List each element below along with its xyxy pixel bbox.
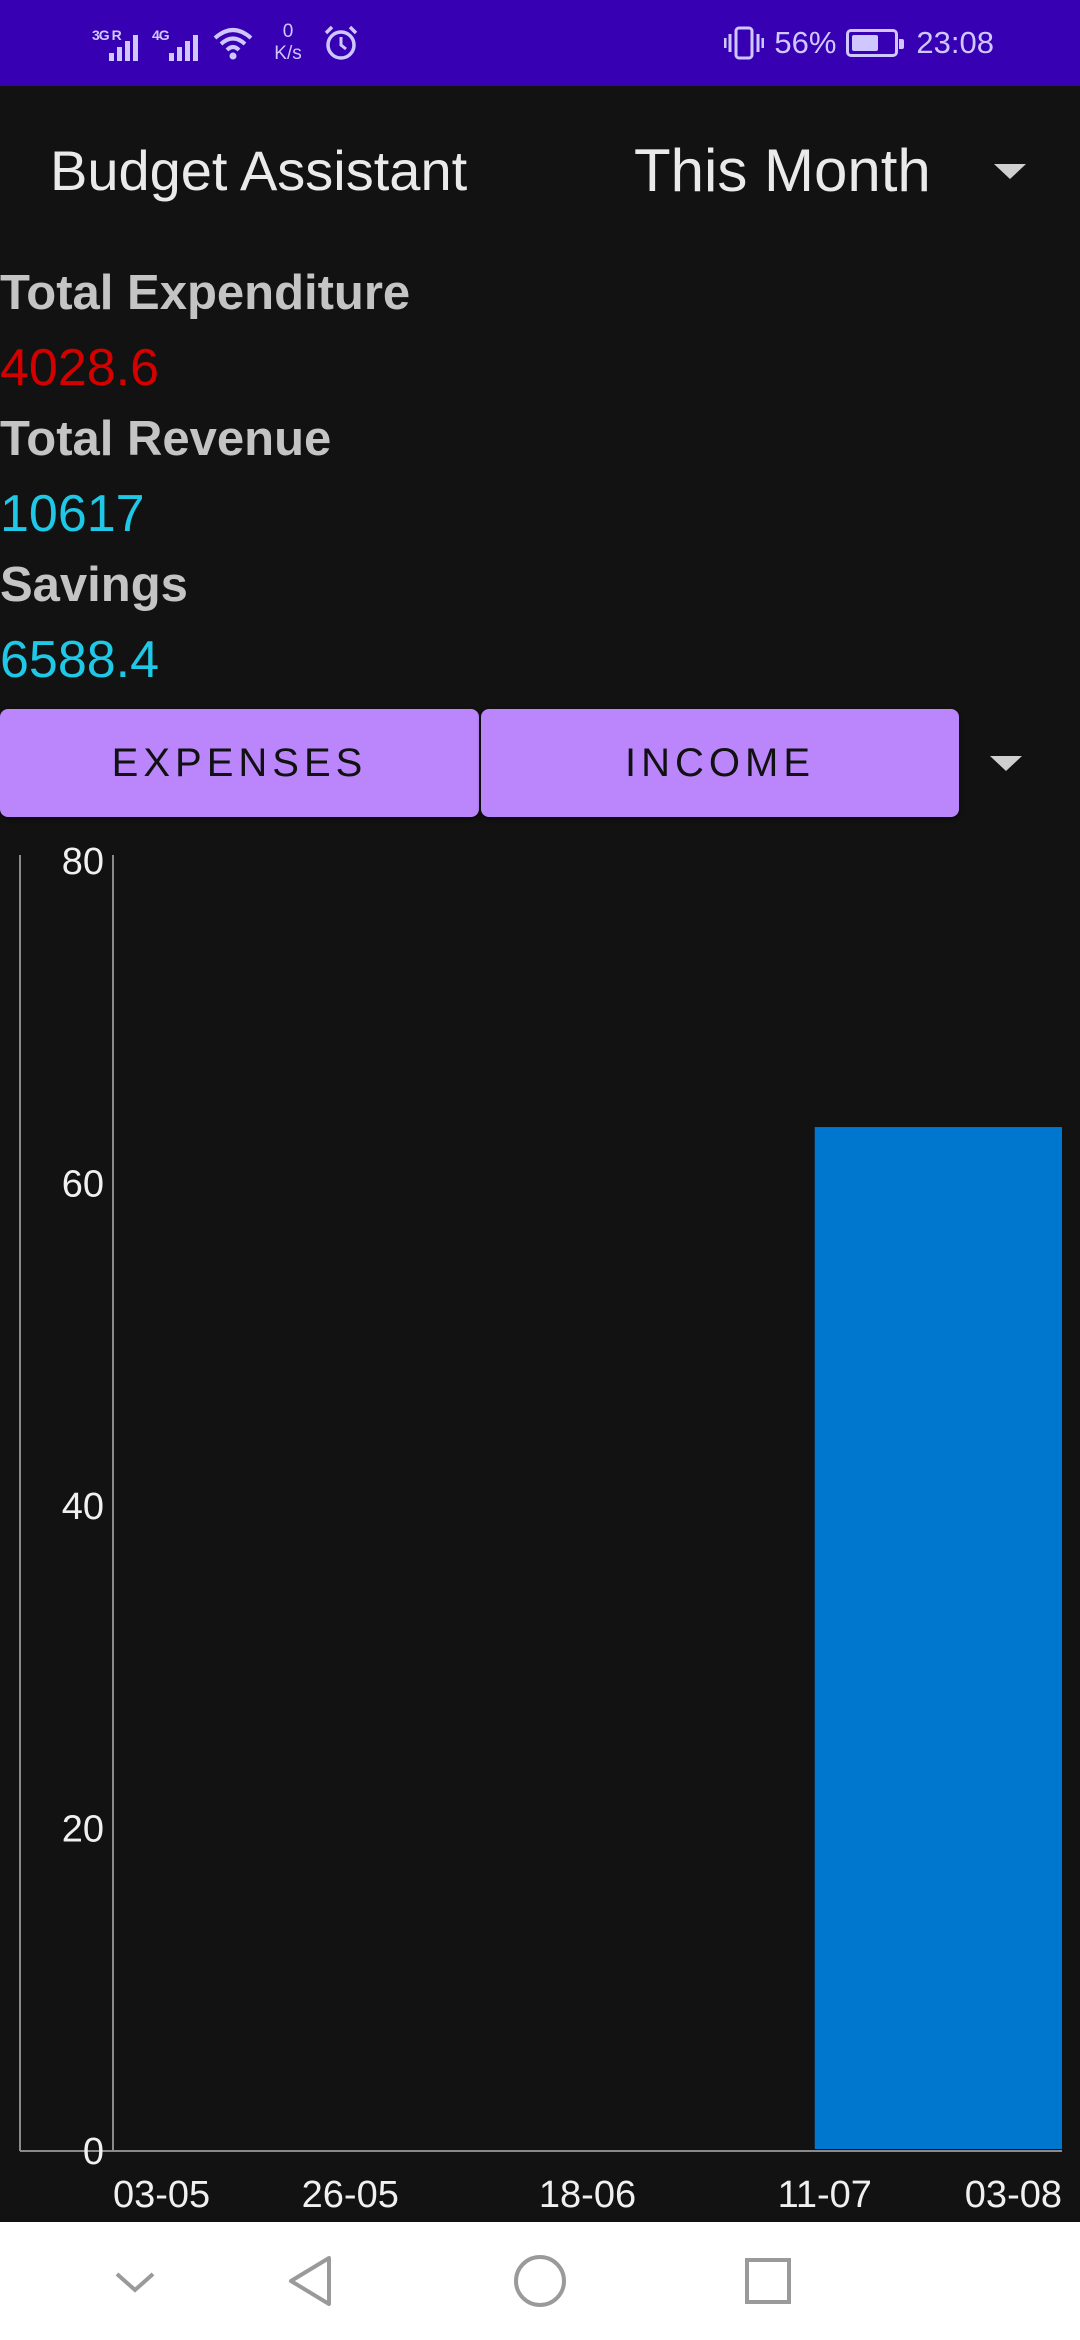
y-tick-label: 0 [83,2131,104,2173]
period-selected-value: This Month [634,136,931,204]
x-tick-label: 18-06 [539,2174,636,2216]
period-dropdown-caret-icon [994,164,1026,179]
network-speed: 0 K/s [268,21,308,65]
x-tick-label: 11-07 [778,2174,872,2216]
battery-icon [846,29,905,57]
recents-square-icon [745,2258,791,2304]
savings-value: 6588.4 [0,631,160,689]
total-revenue-value: 10617 [0,485,145,543]
clock-time: 23:08 [916,25,994,60]
income-bar-chart: 0 20 40 60 80 03-05 26-05 18-06 11-07 03-08 [19,841,1062,2216]
x-tick-label: 03-05 [113,2174,210,2216]
x-tick-label: 26-05 [302,2174,399,2216]
sim2-signal-icon: 4G [152,23,198,63]
network-speed-unit: K/s [274,43,302,64]
y-tick-label: 60 [62,1164,104,1206]
status-bar: 3G R 4G 0 K/s 56% 2 [0,0,1080,86]
y-tick-label: 80 [62,841,104,883]
expenses-tab-button[interactable]: EXPENSES [0,709,479,817]
nav-recents-button[interactable] [723,2222,813,2340]
savings-label: Savings [0,558,188,612]
alarm-icon [324,25,358,60]
battery-percent: 56% [774,25,837,60]
sim1-network-tag: 3G R [92,27,122,43]
battery-level-fill [852,35,879,51]
status-left-group: 3G R 4G 0 K/s [92,18,360,68]
sim1-signal-icon: 3G R [92,23,138,63]
income-tab-button[interactable]: INCOME [481,709,959,817]
total-expenditure-label: Total Expenditure [0,266,411,320]
wifi-icon [213,28,253,60]
nav-hide-button[interactable] [90,2222,180,2340]
system-navigation-bar [0,2222,1080,2340]
nav-back-button[interactable] [265,2222,355,2340]
y-tick-label: 40 [62,1486,104,1528]
x-tick-label: 03-08 [965,2174,1062,2216]
period-dropdown[interactable]: This Month [634,134,1054,206]
chart-options-caret-icon [990,756,1022,771]
y-tick-label: 20 [62,1809,104,1851]
chart-options-dropdown[interactable] [966,730,1046,796]
vibrate-icon [724,26,765,60]
total-expenditure-value: 4028.6 [0,339,160,397]
home-circle-icon [514,2255,566,2307]
network-speed-value: 0 [282,21,294,42]
nav-home-button[interactable] [495,2222,585,2340]
data-bar [814,1127,1062,2149]
sim2-network-tag: 4G [152,27,170,43]
status-right-group: 56% 23:08 [724,18,994,68]
total-revenue-label: Total Revenue [0,412,332,466]
app-title: Budget Assistant [50,139,468,202]
back-triangle-icon [289,2256,331,2306]
chevron-down-icon [115,2272,155,2293]
